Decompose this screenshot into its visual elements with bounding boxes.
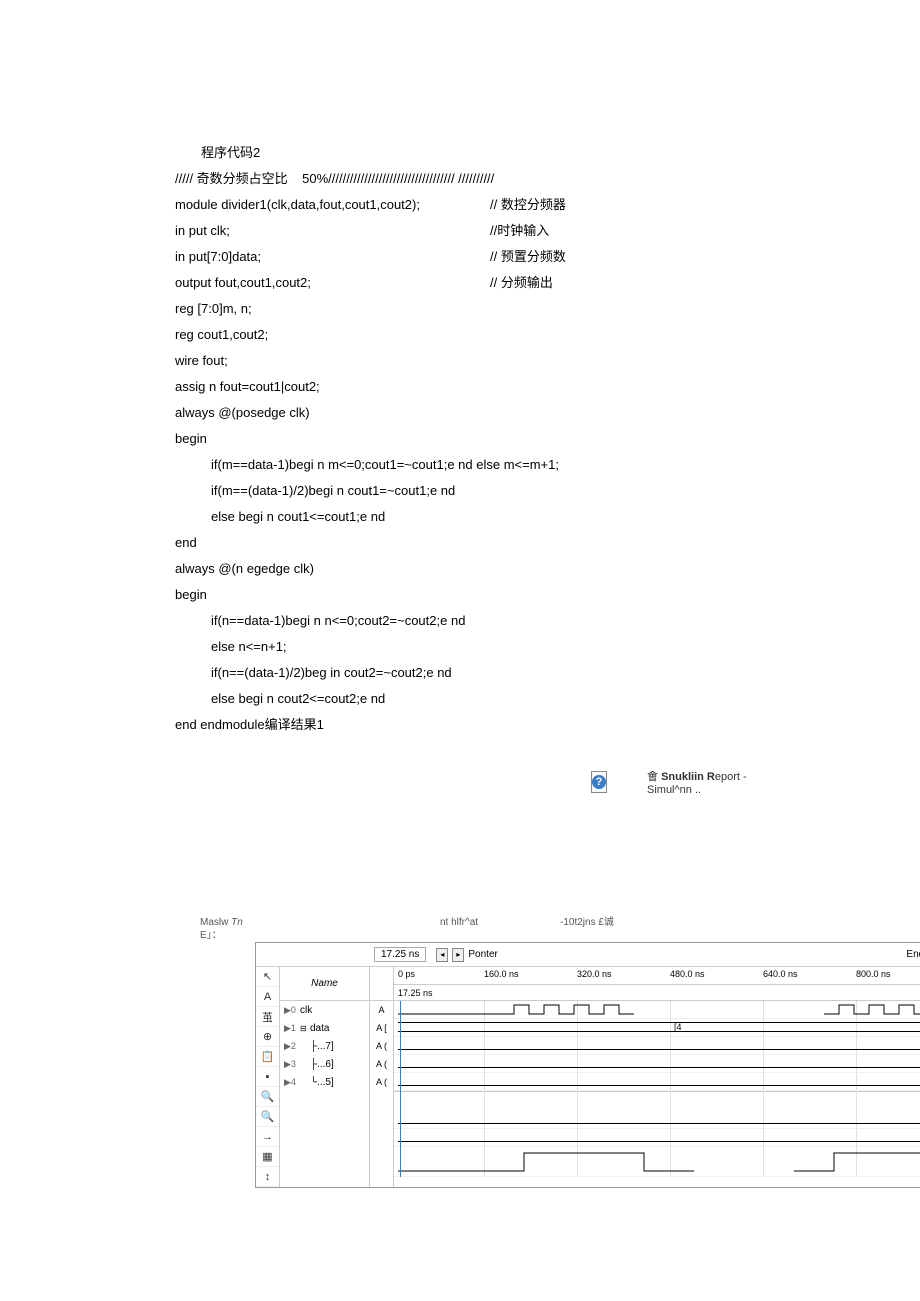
tool-icon[interactable]: 茧	[256, 1007, 279, 1027]
signal-value: A (	[370, 1037, 393, 1055]
tick: 480.0 ns	[670, 969, 705, 979]
code-body: always @(posedge clk)	[175, 400, 750, 426]
wave-toolbar: 17.25 ns ◂ ▸ Ponter End:	[256, 943, 920, 967]
signal-row[interactable]: ▶4 └...5]	[280, 1073, 369, 1091]
signal-row[interactable]: ▶3 ├...6]	[280, 1055, 369, 1073]
tool-search-icon[interactable]: 🔍	[256, 1107, 279, 1127]
code-row: in put clk; //时钟输入	[175, 218, 750, 244]
extra-wave	[394, 1129, 920, 1147]
bit7-wave	[394, 1037, 920, 1055]
signal-value: A [	[370, 1019, 393, 1037]
code-body: else begi n cout1<=cout1;e nd	[175, 504, 750, 530]
wave-rows: [4	[394, 1001, 920, 1177]
waveform-viewer: 17.25 ns ◂ ▸ Ponter End: ↖ A 茧 ⊕ 📋 ▪ 🔍 🔍…	[255, 942, 920, 1188]
scroll-right-button[interactable]: ▸	[452, 948, 464, 962]
code-body: reg [7:0]m, n;	[175, 296, 750, 322]
code-body: end	[175, 530, 750, 556]
header-right: -10t2jns £诚	[560, 916, 614, 929]
code-document: 程序代码2 ///// 奇数分频占空比 50%/////////////////…	[0, 0, 920, 836]
code-body: if(n==(data-1)/2)beg in cout2=~cout2;e n…	[175, 660, 750, 686]
fout-wave	[394, 1147, 920, 1177]
tick: 800.0 ns	[856, 969, 891, 979]
data-wave: [4	[394, 1019, 920, 1037]
wave-main: ↖ A 茧 ⊕ 📋 ▪ 🔍 🔍 → ▦ ↕ Name ▶0 clk ▶1	[256, 967, 920, 1187]
code-body: always @(n egedge clk)	[175, 556, 750, 582]
code-body: wire fout;	[175, 348, 750, 374]
report-row: ? 會 Snukliin Report - Simul^nn ..	[175, 738, 750, 796]
code-title: 程序代码2	[175, 140, 750, 166]
extra-wave	[394, 1111, 920, 1129]
tool-pointer-icon[interactable]: ↖	[256, 967, 279, 987]
code-body: if(m==data-1)begi n m<=0;cout1=~cout1;e …	[175, 452, 750, 478]
code-row: module divider1(clk,data,fout,cout1,cout…	[175, 192, 750, 218]
tool-grid-icon[interactable]: ▦	[256, 1147, 279, 1167]
code-body: reg cout1,cout2;	[175, 322, 750, 348]
tool-sort-icon[interactable]: ↕	[256, 1167, 279, 1187]
wave-area[interactable]: 0 ps 160.0 ns 320.0 ns 480.0 ns 640.0 ns…	[394, 967, 920, 1187]
tool-column: ↖ A 茧 ⊕ 📋 ▪ 🔍 🔍 → ▦ ↕	[256, 967, 280, 1187]
pointer-control: ◂ ▸ Ponter	[436, 948, 497, 962]
code-body: begin	[175, 582, 750, 608]
expand-icon[interactable]: ⊟	[300, 1024, 310, 1033]
tool-zoom-icon[interactable]: ⊕	[256, 1027, 279, 1047]
signal-row[interactable]: ▶1 ⊟ data	[280, 1019, 369, 1037]
code-row: in put[7:0]data; // 预置分频数	[175, 244, 750, 270]
signal-row[interactable]: ▶2 ├...7]	[280, 1037, 369, 1055]
code-comment: ///// 奇数分频占空比 50%///////////////////////…	[175, 166, 750, 192]
signal-name-column: Name ▶0 clk ▶1 ⊟ data ▶2 ├...7] ▶3 ├...6…	[280, 967, 370, 1187]
tool-icon[interactable]: ▪	[256, 1067, 279, 1087]
code-body: begin	[175, 426, 750, 452]
bit5-wave	[394, 1073, 920, 1091]
code-body: end endmodule编译结果1	[175, 712, 750, 738]
signal-value: A (	[370, 1055, 393, 1073]
code-body: else n<=n+1;	[175, 634, 750, 660]
code-body: assig n fout=cout1|cout2;	[175, 374, 750, 400]
name-header: Name	[280, 967, 369, 1001]
time-display: 17.25 ns	[374, 947, 426, 962]
report-text: 會 Snukliin Report - Simul^nn ..	[647, 768, 750, 796]
tool-search-icon[interactable]: 🔍	[256, 1087, 279, 1107]
help-icon[interactable]: ?	[591, 771, 607, 793]
tick: 160.0 ns	[484, 969, 519, 979]
tick: 640.0 ns	[763, 969, 798, 979]
code-body: else begi n cout2<=cout2;e nd	[175, 686, 750, 712]
signal-value: A	[370, 1001, 393, 1019]
cursor-line[interactable]	[400, 1001, 401, 1177]
value-column: A A [ A ( A ( A (	[370, 967, 394, 1187]
time-ruler: 0 ps 160.0 ns 320.0 ns 480.0 ns 640.0 ns…	[394, 967, 920, 985]
clk-wave	[394, 1001, 920, 1019]
tool-arrow-icon[interactable]: →	[256, 1127, 279, 1147]
header-left: Maslw Tn E」：	[200, 916, 243, 942]
tool-text-icon[interactable]: A	[256, 987, 279, 1007]
signal-value: A (	[370, 1073, 393, 1091]
header-center: nt hlfr^at	[440, 916, 478, 929]
scroll-left-button[interactable]: ◂	[436, 948, 448, 962]
tick: 0 ps	[398, 969, 415, 979]
code-body: if(m==(data-1)/2)begi n cout1=~cout1;e n…	[175, 478, 750, 504]
end-label: End:	[906, 949, 920, 960]
signal-row[interactable]: ▶0 clk	[280, 1001, 369, 1019]
tool-clipboard-icon[interactable]: 📋	[256, 1047, 279, 1067]
tick: 320.0 ns	[577, 969, 612, 979]
bit6-wave	[394, 1055, 920, 1073]
ruler-sub: 17.25 ns	[394, 985, 920, 1001]
waveform-section: Maslw Tn E」： nt hlfr^at -10t2jns £诚 17.2…	[0, 836, 920, 1196]
code-body: if(n==data-1)begi n n<=0;cout2=~cout2;e …	[175, 608, 750, 634]
code-row: output fout,cout1,cout2; // 分频输出	[175, 270, 750, 296]
